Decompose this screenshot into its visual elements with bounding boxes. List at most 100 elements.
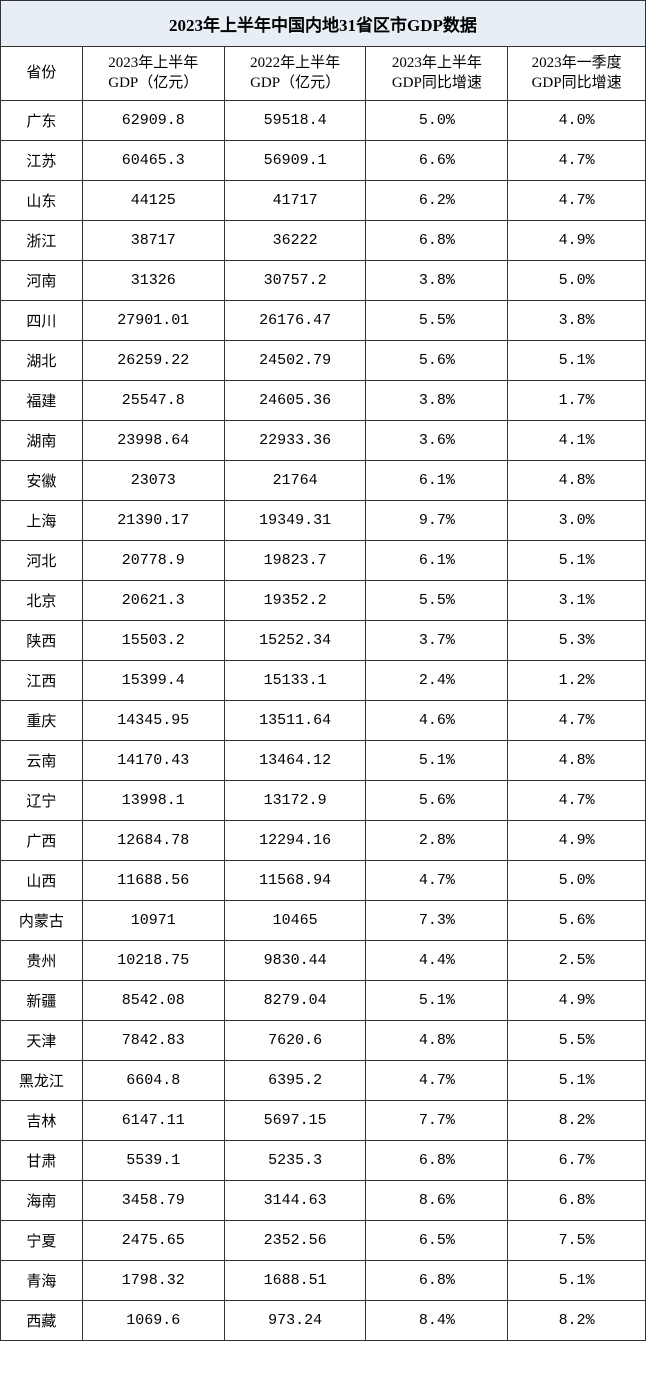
col-header-label-l2: GDP（亿元） [250, 75, 340, 91]
table-row: 天津7842.837620.64.8%5.5% [1, 1020, 646, 1060]
cell-gdp-2023h1: 60465.3 [82, 140, 224, 180]
cell-growth-q1: 4.7% [508, 140, 646, 180]
cell-growth-q1: 6.7% [508, 1140, 646, 1180]
cell-growth-h1: 8.6% [366, 1180, 508, 1220]
cell-growth-q1: 1.2% [508, 660, 646, 700]
cell-province: 陕西 [1, 620, 83, 660]
table-row: 重庆14345.9513511.644.6%4.7% [1, 700, 646, 740]
table-row: 海南3458.793144.638.6%6.8% [1, 1180, 646, 1220]
cell-province: 甘肃 [1, 1140, 83, 1180]
cell-gdp-2023h1: 23998.64 [82, 420, 224, 460]
cell-growth-q1: 8.2% [508, 1300, 646, 1340]
cell-gdp-2022h1: 13511.64 [224, 700, 366, 740]
cell-growth-q1: 8.2% [508, 1100, 646, 1140]
cell-province: 内蒙古 [1, 900, 83, 940]
table-row: 湖北26259.2224502.795.6%5.1% [1, 340, 646, 380]
cell-growth-q1: 4.8% [508, 460, 646, 500]
table-row: 安徽23073217646.1%4.8% [1, 460, 646, 500]
table-row: 青海1798.321688.516.8%5.1% [1, 1260, 646, 1300]
table-row: 上海21390.1719349.319.7%3.0% [1, 500, 646, 540]
cell-growth-h1: 3.8% [366, 260, 508, 300]
col-header-label-l1: 2023年上半年 [108, 55, 198, 71]
col-header-growth-h1: 2023年上半年 GDP同比增速 [366, 47, 508, 101]
table-row: 浙江38717362226.8%4.9% [1, 220, 646, 260]
cell-province: 黑龙江 [1, 1060, 83, 1100]
col-header-label-l1: 2023年一季度 [532, 55, 622, 71]
cell-gdp-2022h1: 10465 [224, 900, 366, 940]
cell-gdp-2022h1: 41717 [224, 180, 366, 220]
cell-growth-h1: 2.8% [366, 820, 508, 860]
table-body: 广东62909.859518.45.0%4.0%江苏60465.356909.1… [1, 100, 646, 1340]
table-row: 河北20778.919823.76.1%5.1% [1, 540, 646, 580]
cell-growth-h1: 4.7% [366, 1060, 508, 1100]
cell-province: 西藏 [1, 1300, 83, 1340]
table-row: 河南3132630757.23.8%5.0% [1, 260, 646, 300]
cell-growth-q1: 5.6% [508, 900, 646, 940]
cell-province: 广东 [1, 100, 83, 140]
col-header-label: 省份 [26, 65, 56, 81]
cell-growth-q1: 4.8% [508, 740, 646, 780]
cell-province: 天津 [1, 1020, 83, 1060]
cell-gdp-2022h1: 8279.04 [224, 980, 366, 1020]
cell-growth-q1: 4.7% [508, 780, 646, 820]
cell-growth-h1: 5.5% [366, 300, 508, 340]
cell-province: 新疆 [1, 980, 83, 1020]
cell-growth-q1: 5.0% [508, 860, 646, 900]
cell-growth-q1: 4.9% [508, 220, 646, 260]
cell-growth-h1: 5.6% [366, 340, 508, 380]
table-row: 西藏1069.6973.248.4%8.2% [1, 1300, 646, 1340]
cell-gdp-2023h1: 6147.11 [82, 1100, 224, 1140]
table-row: 陕西15503.215252.343.7%5.3% [1, 620, 646, 660]
cell-growth-q1: 2.5% [508, 940, 646, 980]
cell-province: 四川 [1, 300, 83, 340]
cell-gdp-2023h1: 1798.32 [82, 1260, 224, 1300]
cell-growth-q1: 5.1% [508, 540, 646, 580]
table-row: 内蒙古10971104657.3%5.6% [1, 900, 646, 940]
cell-province: 山西 [1, 860, 83, 900]
cell-growth-h1: 5.6% [366, 780, 508, 820]
cell-growth-h1: 5.0% [366, 100, 508, 140]
cell-growth-h1: 7.3% [366, 900, 508, 940]
cell-growth-q1: 1.7% [508, 380, 646, 420]
cell-gdp-2023h1: 14345.95 [82, 700, 224, 740]
cell-growth-q1: 5.5% [508, 1020, 646, 1060]
cell-gdp-2023h1: 31326 [82, 260, 224, 300]
table-row: 江西15399.415133.12.4%1.2% [1, 660, 646, 700]
table-title: 2023年上半年中国内地31省区市GDP数据 [1, 1, 646, 47]
cell-gdp-2022h1: 30757.2 [224, 260, 366, 300]
cell-province: 湖北 [1, 340, 83, 380]
cell-growth-q1: 4.9% [508, 820, 646, 860]
cell-gdp-2023h1: 15503.2 [82, 620, 224, 660]
cell-gdp-2023h1: 6604.8 [82, 1060, 224, 1100]
table-row: 宁夏2475.652352.566.5%7.5% [1, 1220, 646, 1260]
table-row: 湖南23998.6422933.363.6%4.1% [1, 420, 646, 460]
cell-gdp-2023h1: 26259.22 [82, 340, 224, 380]
cell-gdp-2022h1: 11568.94 [224, 860, 366, 900]
cell-gdp-2022h1: 36222 [224, 220, 366, 260]
cell-growth-h1: 6.8% [366, 1140, 508, 1180]
cell-gdp-2022h1: 19823.7 [224, 540, 366, 580]
header-row: 省份 2023年上半年 GDP（亿元） 2022年上半年 GDP（亿元） 202… [1, 47, 646, 101]
cell-gdp-2023h1: 25547.8 [82, 380, 224, 420]
cell-gdp-2022h1: 19349.31 [224, 500, 366, 540]
cell-province: 海南 [1, 1180, 83, 1220]
title-row: 2023年上半年中国内地31省区市GDP数据 [1, 1, 646, 47]
cell-growth-h1: 9.7% [366, 500, 508, 540]
cell-province: 云南 [1, 740, 83, 780]
cell-province: 贵州 [1, 940, 83, 980]
cell-gdp-2022h1: 5697.15 [224, 1100, 366, 1140]
table-row: 吉林6147.115697.157.7%8.2% [1, 1100, 646, 1140]
table-row: 甘肃5539.15235.36.8%6.7% [1, 1140, 646, 1180]
cell-gdp-2023h1: 15399.4 [82, 660, 224, 700]
cell-growth-h1: 6.1% [366, 460, 508, 500]
cell-growth-q1: 5.3% [508, 620, 646, 660]
cell-gdp-2023h1: 10971 [82, 900, 224, 940]
cell-gdp-2022h1: 24502.79 [224, 340, 366, 380]
col-header-label-l1: 2022年上半年 [250, 55, 340, 71]
cell-growth-q1: 3.8% [508, 300, 646, 340]
cell-province: 河北 [1, 540, 83, 580]
cell-gdp-2022h1: 21764 [224, 460, 366, 500]
cell-gdp-2023h1: 44125 [82, 180, 224, 220]
col-header-growth-q1: 2023年一季度 GDP同比增速 [508, 47, 646, 101]
cell-gdp-2023h1: 21390.17 [82, 500, 224, 540]
